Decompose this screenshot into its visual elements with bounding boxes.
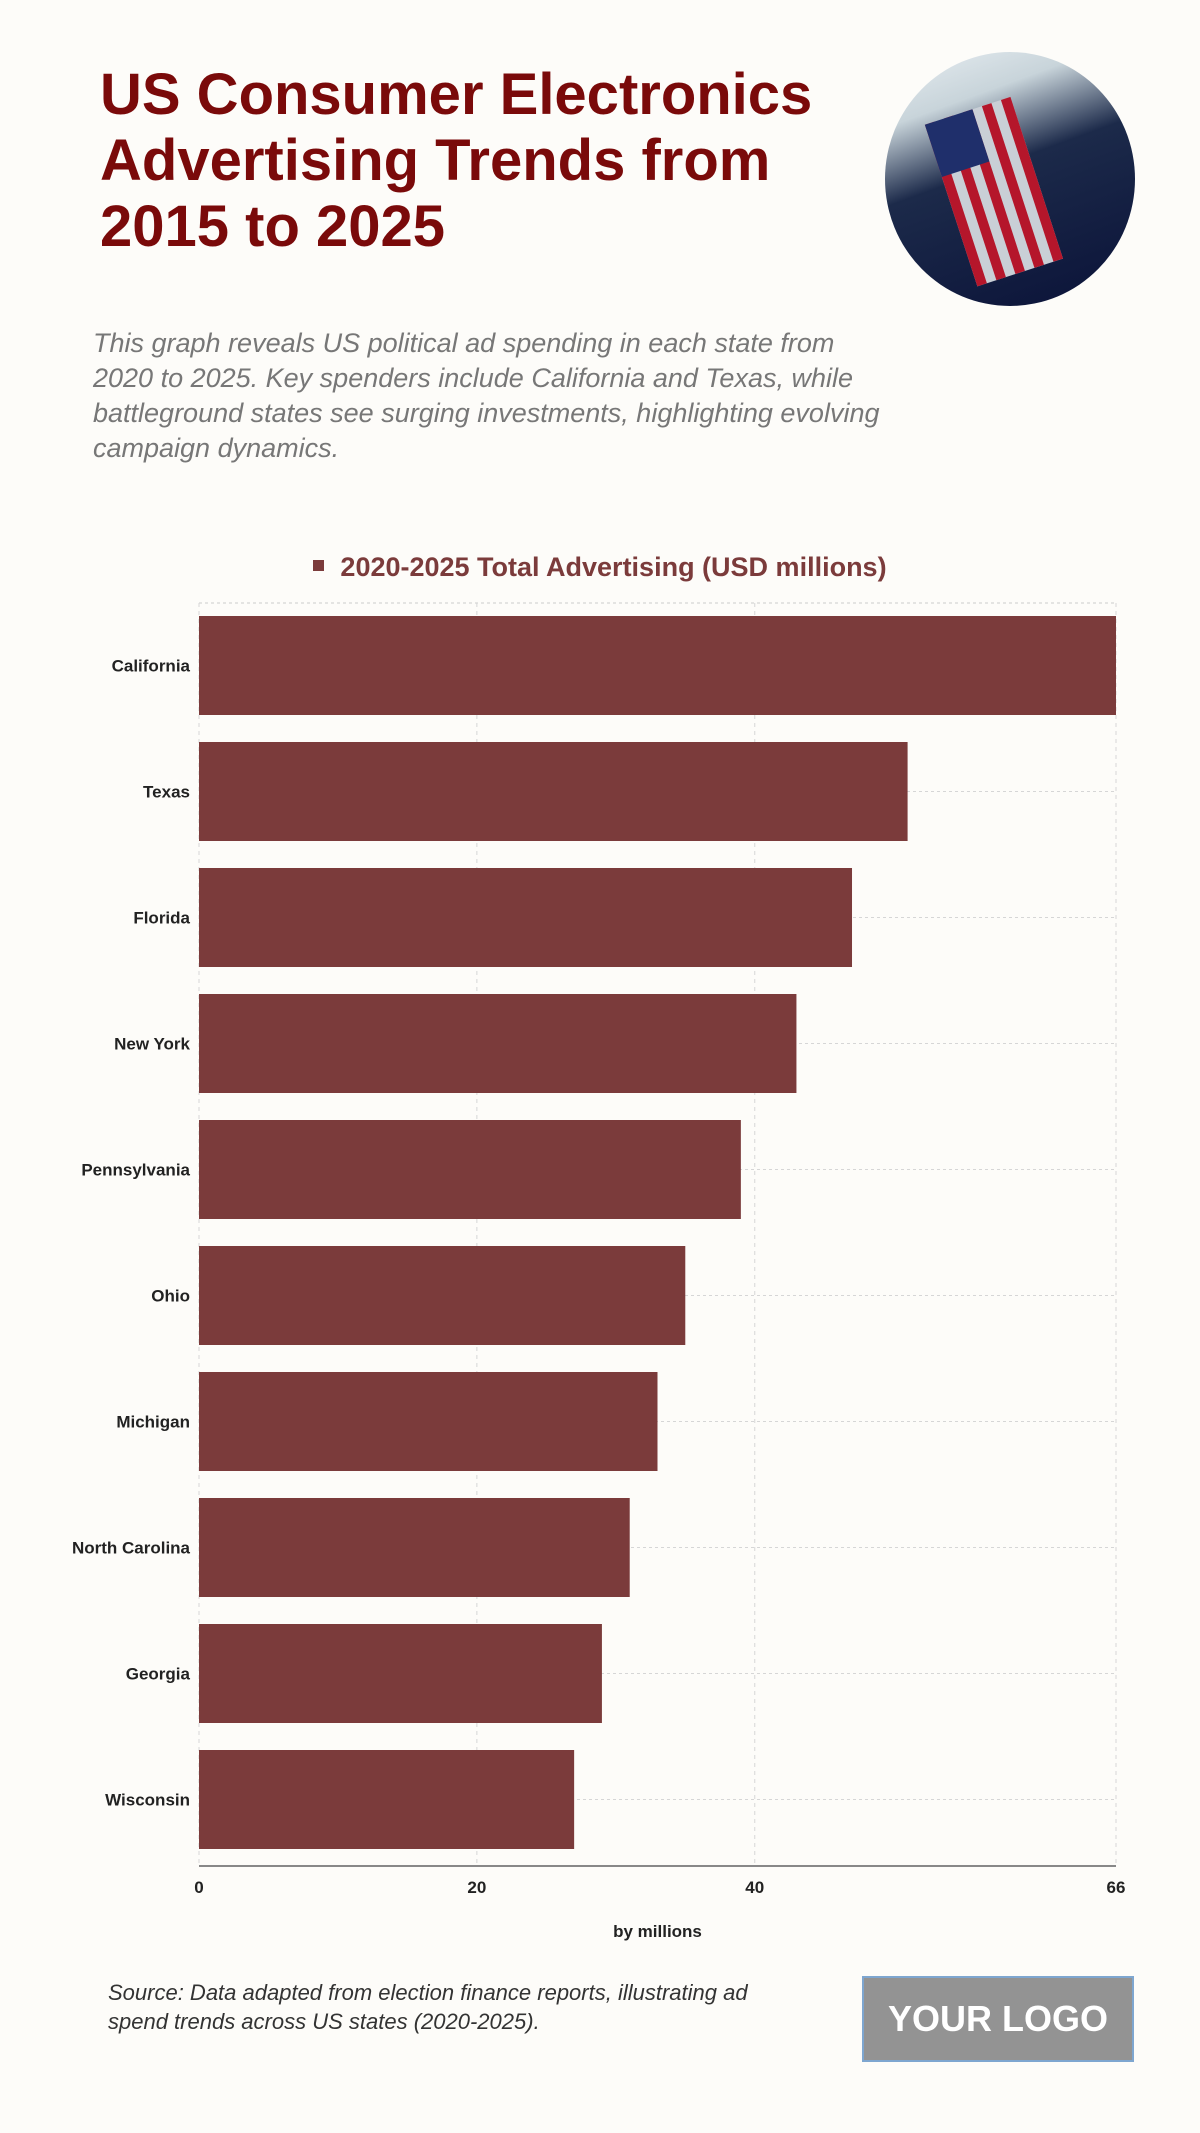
bar-north-carolina [199,1498,630,1597]
source-note: Source: Data adapted from election finan… [108,1980,748,2034]
bar-florida [199,868,853,967]
bar-ohio [199,1246,686,1345]
flag-illustration [924,96,1063,287]
y-tick-label: Georgia [126,1665,191,1684]
legend-swatch [313,560,325,572]
x-tick-label: 66 [1107,1878,1126,1897]
bar-california [199,616,1116,715]
bar-georgia [199,1624,602,1723]
y-tick-label: Wisconsin [105,1791,190,1810]
bar-texas [199,742,908,841]
bar-michigan [199,1372,658,1471]
subtitle: This graph reveals US political ad spend… [93,328,880,463]
y-tick-label: Ohio [151,1287,190,1306]
y-tick-label: Michigan [116,1413,190,1432]
y-tick-label: Texas [143,783,190,802]
y-tick-label: New York [114,1035,190,1054]
y-tick-label: Florida [133,909,190,928]
bar-pennsylvania [199,1120,741,1219]
x-axis-label: by millions [613,1922,702,1941]
logo-placeholder: YOUR LOGO [862,1976,1134,2062]
legend-label: 2020-2025 Total Advertising (USD million… [340,552,887,582]
bar-new-york [199,994,797,1093]
bar-wisconsin [199,1750,575,1849]
y-tick-label: Pennsylvania [81,1161,190,1180]
x-tick-label: 20 [467,1878,486,1897]
legend: 2020-2025 Total Advertising (USD million… [0,552,1200,583]
page-title: US Consumer Electronics Advertising Tren… [100,62,813,259]
x-tick-label: 40 [745,1878,764,1897]
y-tick-label: California [112,657,191,676]
flag-photo [885,52,1135,306]
x-tick-label: 0 [194,1878,203,1897]
y-tick-label: North Carolina [72,1539,191,1558]
